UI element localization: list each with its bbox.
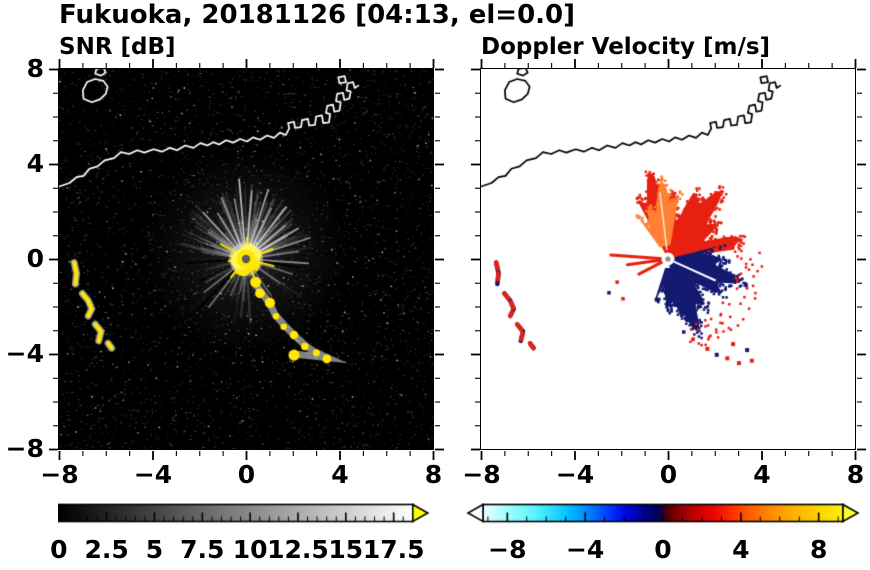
snr-colorbar-tick-label: 15 — [328, 535, 364, 564]
velocity-x-tick-label: 4 — [753, 460, 771, 489]
snr-colorbar-tick-label: 12.5 — [267, 535, 329, 564]
velocity-colorbar — [465, 503, 860, 525]
snr-y-tick-label: 4 — [26, 148, 44, 178]
snr-colorbar-tick-label: 0 — [50, 535, 68, 564]
snr-y-tick-label: 0 — [26, 243, 44, 273]
snr-colorbar-tick-label: 5 — [145, 535, 164, 564]
velocity-x-tick-label: 8 — [846, 460, 865, 489]
snr-heatmap-image — [58, 68, 434, 450]
snr-x-tick-label: 0 — [237, 460, 256, 489]
velocity-colorbar-tick-label: 8 — [809, 535, 828, 564]
snr-x-tick-label: −4 — [133, 460, 173, 489]
snr-x-tick-label: 4 — [331, 460, 349, 489]
snr-x-tick-label: −8 — [40, 460, 79, 489]
snr-colorbar-tick-label: 17.5 — [362, 535, 425, 564]
snr-panel-title: SNR [dB] — [59, 34, 176, 60]
velocity-x-tick-label: −8 — [462, 460, 501, 489]
velocity-x-tick-label: 0 — [659, 460, 678, 489]
snr-colorbar-tick-label: 7.5 — [180, 535, 225, 564]
snr-x-tick-label: 8 — [424, 460, 443, 489]
velocity-heatmap-image — [480, 68, 856, 450]
velocity-x-tick-label: −4 — [555, 460, 595, 489]
velocity-panel-title: Doppler Velocity [m/s] — [481, 34, 771, 60]
velocity-colorbar-tick-label: −8 — [488, 535, 527, 564]
snr-colorbar-tick-label: 2.5 — [84, 535, 129, 564]
snr-y-tick-label: −4 — [5, 338, 44, 368]
velocity-colorbar-tick-label: 0 — [654, 535, 672, 564]
snr-y-tick-label: −8 — [5, 433, 44, 463]
snr-colorbar-tick-label: 10 — [232, 535, 268, 564]
snr-y-tick-label: 8 — [26, 53, 44, 83]
velocity-colorbar-tick-label: 4 — [732, 535, 750, 564]
figure-title: Fukuoka, 20181126 [04:13, el=0.0] — [59, 0, 576, 30]
velocity-colorbar-tick-label: −4 — [565, 535, 605, 564]
snr-colorbar — [58, 503, 432, 525]
